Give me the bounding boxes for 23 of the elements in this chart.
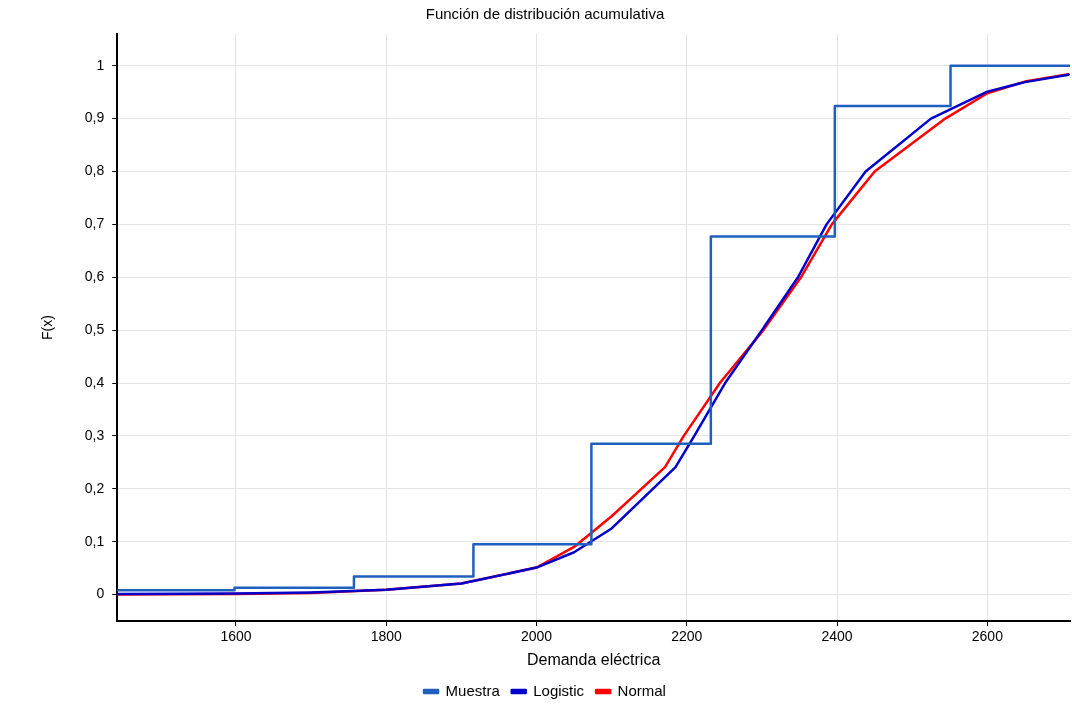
y-tick-label: 0,1 [84,532,105,549]
y-tick-label: 0,6 [84,268,105,285]
x-tick-label: 2400 [821,628,853,645]
y-tick-label: 0,9 [84,109,105,126]
y-tick-label: 0,4 [84,373,105,390]
y-tick-label: 0 [96,585,105,602]
y-tick-label: 0,5 [84,321,105,337]
y-tick-label: 0,7 [84,215,105,232]
chart-title: Función de distribución acumulativa [425,5,665,23]
y-axis-title: F(x) [39,315,56,340]
y-tick-label: 1 [96,56,105,73]
y-tick-label: 0,8 [84,162,105,179]
x-tick-label: 2000 [520,628,553,645]
legend-label: Normal [617,681,666,699]
legend-label: Muestra [445,681,501,699]
legend-label: Logistic [533,681,585,699]
x-tick-label: 2600 [971,628,1004,645]
x-tick-label: 2200 [671,628,703,645]
x-axis-title: Demanda eléctrica [526,650,661,668]
x-tick-label: 1800 [370,628,403,645]
x-tick-label: 1600 [220,628,252,645]
y-tick-label: 0,2 [84,479,105,496]
y-tick-label: 0,3 [84,426,105,443]
